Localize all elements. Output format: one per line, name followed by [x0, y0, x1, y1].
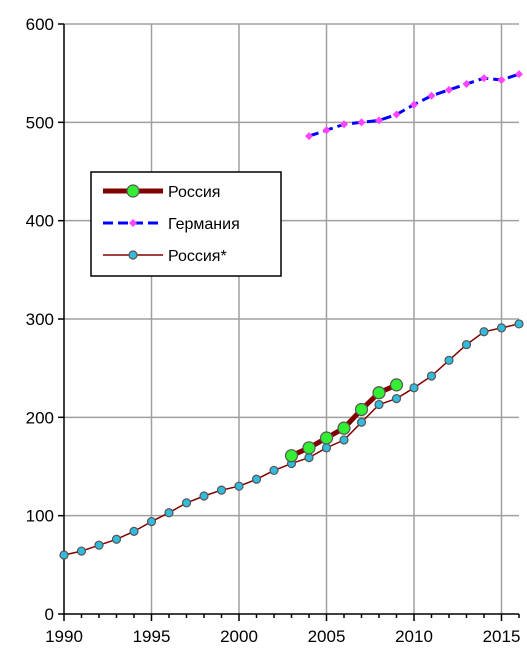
- data-point: [319, 431, 334, 445]
- data-point: [94, 540, 104, 550]
- data-point: [354, 402, 369, 417]
- legend-entry: Россия: [103, 184, 220, 201]
- series-3: [59, 319, 524, 560]
- data-point: [269, 465, 279, 476]
- x-tick-label: 2005: [308, 627, 346, 646]
- series-2: [305, 70, 523, 141]
- data-point: [339, 435, 349, 445]
- legend-swatch-marker: [128, 250, 138, 260]
- data-point: [374, 399, 384, 410]
- data-point: [375, 116, 383, 125]
- y-tick-label: 200: [26, 408, 54, 427]
- x-tick-label: 2015: [483, 627, 521, 646]
- legend-swatch-marker: [126, 184, 140, 198]
- y-tick-label: 0: [45, 605, 54, 624]
- data-point: [461, 339, 472, 350]
- data-point: [479, 327, 489, 337]
- series-layer: [59, 70, 524, 560]
- data-point: [304, 453, 314, 463]
- y-axis-tick-labels: 0 100 200 300 400 500 600: [26, 15, 54, 624]
- data-point: [146, 516, 157, 527]
- data-point: [410, 100, 418, 109]
- y-tick-label: 600: [26, 15, 54, 34]
- x-tick-label: 2010: [395, 627, 433, 646]
- data-point: [389, 378, 404, 392]
- data-point: [251, 474, 262, 484]
- legend: Россия Германия Россия*: [90, 171, 282, 277]
- legend-swatch-marker: [129, 219, 137, 227]
- data-point: [340, 120, 348, 129]
- y-tick-label: 400: [26, 212, 54, 231]
- data-point: [462, 79, 471, 88]
- data-point: [164, 508, 174, 518]
- x-tick-label: 2000: [220, 627, 258, 646]
- data-point: [514, 319, 524, 329]
- data-point: [497, 76, 506, 85]
- data-point: [391, 394, 402, 404]
- data-point: [392, 110, 401, 119]
- data-point: [181, 498, 192, 508]
- data-point: [356, 417, 367, 427]
- data-point: [111, 534, 122, 544]
- data-point: [216, 485, 227, 495]
- legend-entry: Германия: [103, 216, 240, 233]
- data-point: [496, 323, 507, 333]
- data-point: [129, 526, 139, 537]
- data-point: [409, 383, 419, 393]
- axes: [58, 23, 520, 621]
- data-point: [321, 443, 332, 453]
- data-point: [445, 85, 453, 94]
- data-point: [59, 550, 69, 560]
- legend-label: Россия*: [168, 248, 227, 265]
- data-point: [76, 546, 87, 556]
- data-point: [357, 118, 366, 127]
- data-point: [426, 371, 437, 381]
- y-tick-label: 500: [26, 113, 54, 132]
- y-tick-label: 100: [26, 507, 54, 526]
- data-point: [444, 355, 454, 365]
- gridlines: [64, 23, 519, 614]
- x-tick-label: 1990: [45, 627, 83, 646]
- series-1: [284, 378, 404, 463]
- data-point: [284, 449, 299, 463]
- x-tick-label: 1995: [133, 627, 171, 646]
- data-point: [322, 126, 331, 135]
- legend-label: Германия: [168, 216, 240, 233]
- data-point: [305, 132, 313, 141]
- data-point: [515, 70, 523, 79]
- legend-label: Россия: [168, 184, 220, 201]
- y-tick-label: 300: [26, 310, 54, 329]
- data-point: [480, 74, 488, 83]
- data-point: [372, 386, 386, 400]
- data-point: [302, 441, 316, 455]
- data-point: [427, 91, 436, 100]
- x-axis-tick-labels: 1990 1995 2000 2005 2010 2015: [45, 627, 520, 646]
- data-point: [199, 491, 209, 501]
- legend-entry: Россия*: [103, 248, 227, 265]
- data-point: [337, 421, 351, 435]
- data-point: [234, 481, 244, 491]
